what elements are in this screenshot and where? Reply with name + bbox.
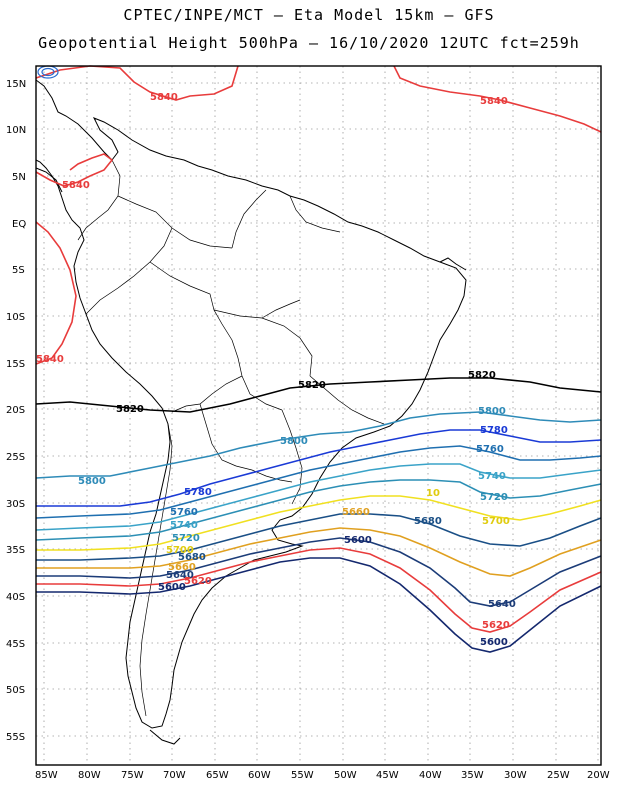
contour-lines	[35, 65, 602, 653]
lon-label: 80W	[78, 770, 101, 781]
lat-label: 25S	[6, 452, 25, 463]
lon-label: 70W	[163, 770, 186, 781]
contour-5720	[35, 479, 602, 541]
label-5720-east: 5720	[480, 492, 508, 503]
contour-labels: 5840 5840 5840 5840 5820 5820 5820 5800 …	[36, 92, 516, 648]
label-5780-east: 5780	[480, 425, 508, 436]
lon-label: 45W	[376, 770, 399, 781]
label-5640-east: 5640	[488, 599, 516, 610]
lat-label: 10S	[6, 312, 25, 323]
lon-label: 60W	[248, 770, 271, 781]
lon-label: 65W	[206, 770, 229, 781]
contour-5840-north	[35, 65, 239, 101]
lat-label: 30S	[6, 499, 25, 510]
label-5740-west: 5740	[170, 520, 198, 531]
label-5760-west: 5760	[170, 507, 198, 518]
lon-label: 20W	[587, 770, 610, 781]
label-5840-west: 5840	[36, 354, 64, 365]
contour-5600	[36, 557, 602, 653]
lat-label: 20S	[6, 405, 25, 416]
label-5700-west: 5700	[166, 545, 194, 556]
label-5740-east: 5740	[478, 471, 506, 482]
label-5660-west: 5660	[168, 562, 196, 573]
lon-label: 75W	[121, 770, 144, 781]
latitude-labels: 15N 10N 5N EQ 5S 10S 15S 20S 25S 30S 35S…	[6, 79, 26, 743]
label-5680-east: 5680	[414, 516, 442, 527]
lat-label: 5S	[12, 265, 25, 276]
lat-label: 10N	[6, 125, 26, 136]
lat-label: 50S	[6, 685, 25, 696]
label-5800-east: 5800	[478, 406, 506, 417]
label-5600-west: 5600	[158, 582, 186, 593]
label-5840-pacific: 5840	[62, 180, 90, 191]
contour-5660	[36, 527, 602, 577]
contour-5840-pacific	[35, 153, 114, 187]
contour-5840-west	[35, 221, 77, 365]
lon-label: 25W	[547, 770, 570, 781]
lat-label: 45S	[6, 639, 25, 650]
contour-5820	[35, 377, 602, 413]
lat-label: 40S	[6, 592, 25, 603]
lat-label: EQ	[12, 219, 26, 230]
label-5780-west: 5780	[184, 487, 212, 498]
label-5800-center: 5800	[280, 436, 308, 447]
contour-5780	[36, 429, 602, 507]
lat-label: 35S	[6, 545, 25, 556]
lat-label: 55S	[6, 732, 25, 743]
label-5660-center: 5660	[342, 507, 370, 518]
label-5760-east: 5760	[476, 444, 504, 455]
contour-5620	[36, 547, 602, 633]
contour-5740	[35, 463, 602, 531]
marker-label: 10	[426, 488, 440, 499]
contour-5680	[36, 513, 602, 561]
label-5800-west: 5800	[78, 476, 106, 487]
contour-5760	[35, 445, 602, 519]
contour-5640	[36, 537, 602, 607]
graticule	[36, 66, 601, 765]
contour-5800	[35, 411, 602, 479]
map-frame	[35, 65, 602, 766]
country-borders	[77, 159, 385, 717]
contour-5840-atlantic	[393, 65, 602, 133]
map-title-line1: CPTEC/INPE/MCT – Eta Model 15km – GFS	[123, 6, 495, 24]
label-5820-east: 5820	[468, 370, 496, 381]
lon-label: 55W	[291, 770, 314, 781]
label-5820-west: 5820	[116, 404, 144, 415]
coastline	[35, 79, 467, 745]
lat-label: 15S	[6, 359, 25, 370]
label-5620-east: 5620	[482, 620, 510, 631]
label-5600-east: 5600	[480, 637, 508, 648]
lat-label: 15N	[6, 79, 26, 90]
label-5840-north: 5840	[150, 92, 178, 103]
label-5820-center: 5820	[298, 380, 326, 391]
label-5640-west: 5640	[166, 570, 194, 581]
label-5680-west: 5680	[178, 552, 206, 563]
label-5600-center: 5600	[344, 535, 372, 546]
label-5840-atlantic: 5840	[480, 96, 508, 107]
lon-label: 40W	[419, 770, 442, 781]
contour-5700	[36, 495, 602, 551]
label-5720-west: 5720	[172, 533, 200, 544]
lon-label: 30W	[504, 770, 527, 781]
lon-label: 35W	[461, 770, 484, 781]
label-5620-west: 5620	[184, 576, 212, 587]
lat-label: 5N	[12, 172, 26, 183]
longitude-labels: 85W 80W 75W 70W 65W 60W 55W 50W 45W 40W …	[35, 770, 610, 781]
map-title-line2: Geopotential Height 500hPa – 16/10/2020 …	[38, 34, 580, 52]
lon-label: 50W	[334, 770, 357, 781]
lon-label: 85W	[35, 770, 58, 781]
label-5700-east: 5700	[482, 516, 510, 527]
